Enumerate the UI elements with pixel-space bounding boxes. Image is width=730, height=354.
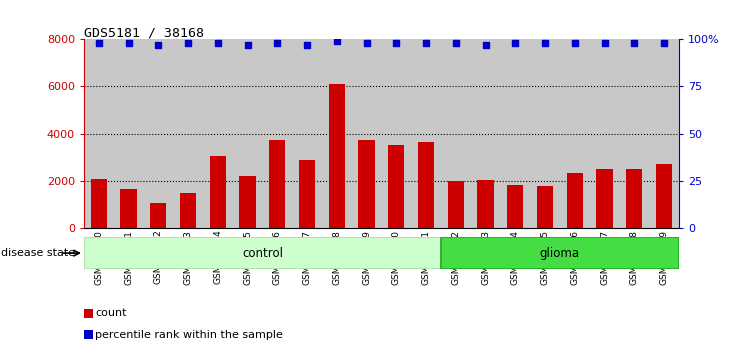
Point: [331, 38, 342, 44]
Bar: [210, 156, 226, 228]
Bar: [471, 39, 501, 228]
Bar: [596, 169, 612, 228]
Text: glioma: glioma: [540, 247, 580, 259]
Bar: [299, 160, 315, 228]
Bar: [322, 39, 352, 228]
Bar: [358, 139, 374, 228]
Bar: [233, 39, 263, 228]
Bar: [120, 189, 137, 228]
Bar: [619, 39, 649, 228]
Bar: [91, 179, 107, 228]
Bar: [352, 39, 381, 228]
Bar: [203, 39, 233, 228]
Point: [569, 40, 580, 46]
Point: [539, 40, 551, 46]
Bar: [292, 39, 322, 228]
Bar: [411, 39, 441, 228]
Point: [599, 40, 610, 46]
Bar: [566, 173, 583, 228]
Point: [391, 40, 402, 46]
Text: control: control: [242, 247, 283, 259]
Bar: [590, 39, 619, 228]
Text: percentile rank within the sample: percentile rank within the sample: [95, 330, 283, 339]
Bar: [477, 180, 493, 228]
Bar: [328, 84, 345, 228]
Bar: [269, 139, 285, 228]
Point: [153, 42, 164, 47]
Bar: [441, 39, 471, 228]
Bar: [626, 169, 642, 228]
Point: [272, 40, 283, 46]
Bar: [263, 39, 292, 228]
Bar: [656, 164, 672, 228]
Bar: [381, 39, 411, 228]
Bar: [530, 39, 560, 228]
Bar: [143, 39, 173, 228]
Bar: [560, 39, 590, 228]
Bar: [173, 39, 203, 228]
Bar: [84, 39, 114, 228]
Point: [212, 40, 223, 46]
Text: GDS5181 / 38168: GDS5181 / 38168: [84, 27, 204, 40]
Point: [629, 40, 640, 46]
Bar: [507, 184, 523, 228]
Bar: [180, 193, 196, 228]
Point: [510, 40, 521, 46]
Text: count: count: [95, 308, 126, 318]
Bar: [239, 176, 255, 228]
Text: disease state: disease state: [1, 248, 76, 258]
Bar: [114, 39, 143, 228]
Bar: [150, 204, 166, 228]
Bar: [649, 39, 679, 228]
Point: [658, 40, 670, 46]
Point: [182, 40, 194, 46]
Point: [361, 40, 372, 46]
Point: [301, 42, 313, 47]
Point: [93, 40, 104, 46]
Bar: [441, 237, 679, 269]
Point: [242, 42, 253, 47]
Point: [480, 42, 491, 47]
Bar: [537, 186, 553, 228]
Bar: [388, 145, 404, 228]
Point: [420, 40, 432, 46]
Bar: [501, 39, 530, 228]
Bar: [84, 237, 441, 269]
Bar: [418, 142, 434, 228]
Point: [123, 40, 134, 46]
Point: [450, 40, 461, 46]
Bar: [447, 181, 464, 228]
